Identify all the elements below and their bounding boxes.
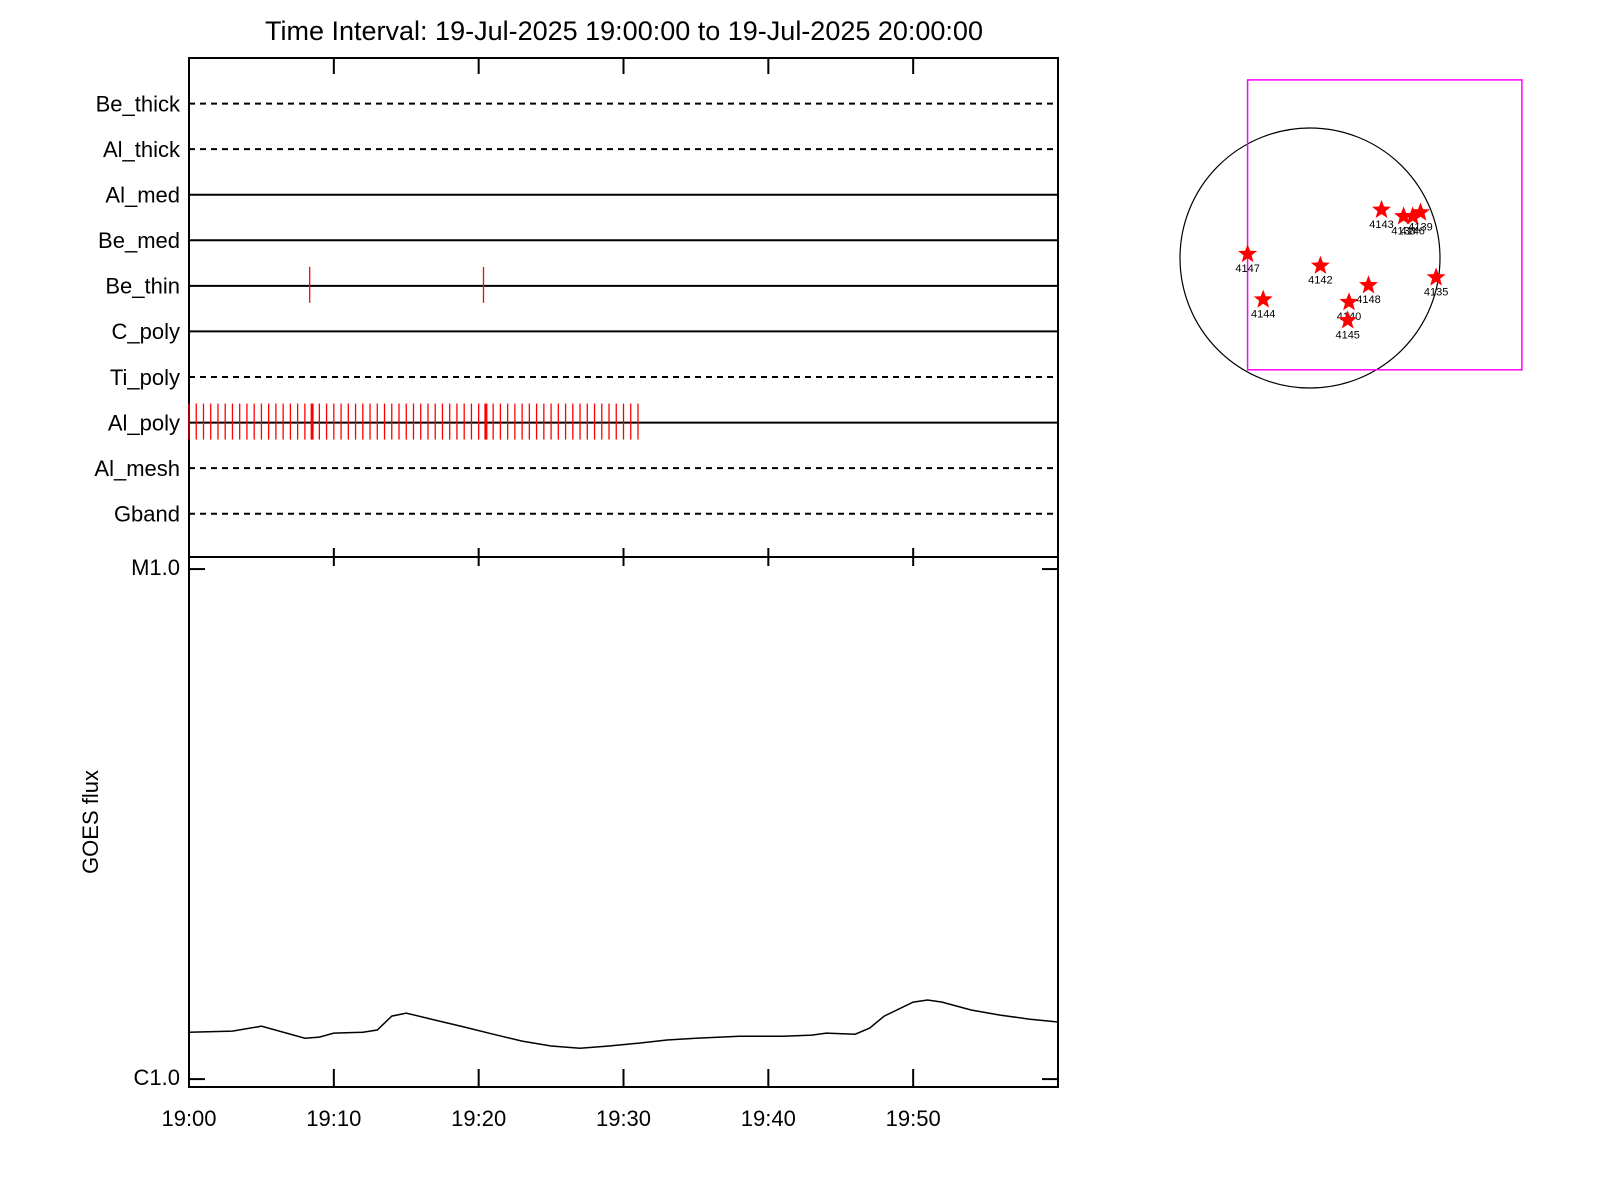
- region-marker: [1372, 199, 1391, 218]
- region-label: 4145: [1335, 329, 1359, 341]
- row-label: Be_med: [98, 228, 180, 253]
- row-label: Be_thin: [105, 274, 180, 299]
- region-label: 4147: [1235, 263, 1259, 275]
- chart-title: Time Interval: 19-Jul-2025 19:00:00 to 1…: [265, 16, 983, 46]
- row-label: Al_mesh: [94, 456, 180, 481]
- x-tick-label: 19:00: [161, 1106, 216, 1131]
- region-marker: [1426, 267, 1446, 286]
- region-label: 4143: [1369, 219, 1393, 231]
- region-marker: [1394, 206, 1414, 225]
- region-marker: [1359, 275, 1378, 294]
- row-label: Be_thick: [96, 91, 181, 116]
- x-tick-label: 19:10: [306, 1106, 361, 1131]
- fov-box: [1246, 79, 1523, 371]
- timeline-frame: [188, 57, 1059, 558]
- region-marker: [1253, 289, 1273, 308]
- flux-line: [188, 999, 1059, 1049]
- region-label: 4138: [1391, 225, 1415, 237]
- solar-disk: [1179, 127, 1441, 389]
- x-tick-label: 19:40: [741, 1106, 796, 1131]
- flux-frame: [188, 556, 1059, 1088]
- row-label: Al_med: [105, 183, 180, 208]
- row-label: Al_poly: [108, 410, 180, 435]
- row-label: Ti_poly: [110, 365, 180, 390]
- y-tick-label: C1.0: [134, 1065, 180, 1090]
- region-label: 4142: [1308, 275, 1332, 287]
- y-tick-label: M1.0: [131, 555, 180, 580]
- region-marker: [1238, 244, 1258, 263]
- y-axis-label: GOES flux: [78, 770, 103, 874]
- row-label: C_poly: [112, 319, 180, 344]
- region-label: 4139: [1408, 221, 1432, 233]
- x-tick-label: 19:30: [596, 1106, 651, 1131]
- region-marker: [1403, 206, 1423, 225]
- region-label: 4135: [1424, 286, 1448, 298]
- region-label: 4144: [1251, 309, 1275, 321]
- region-marker: [1310, 255, 1330, 274]
- x-tick-label: 19:50: [886, 1106, 941, 1131]
- region-label: 4146: [1400, 225, 1424, 237]
- region-marker: [1339, 292, 1359, 311]
- region-marker: [1338, 310, 1358, 329]
- row-label: Al_thick: [103, 137, 181, 162]
- x-tick-label: 19:20: [451, 1106, 506, 1131]
- region-label: 4148: [1356, 294, 1380, 306]
- row-label: Gband: [114, 502, 180, 527]
- region-marker: [1411, 202, 1430, 221]
